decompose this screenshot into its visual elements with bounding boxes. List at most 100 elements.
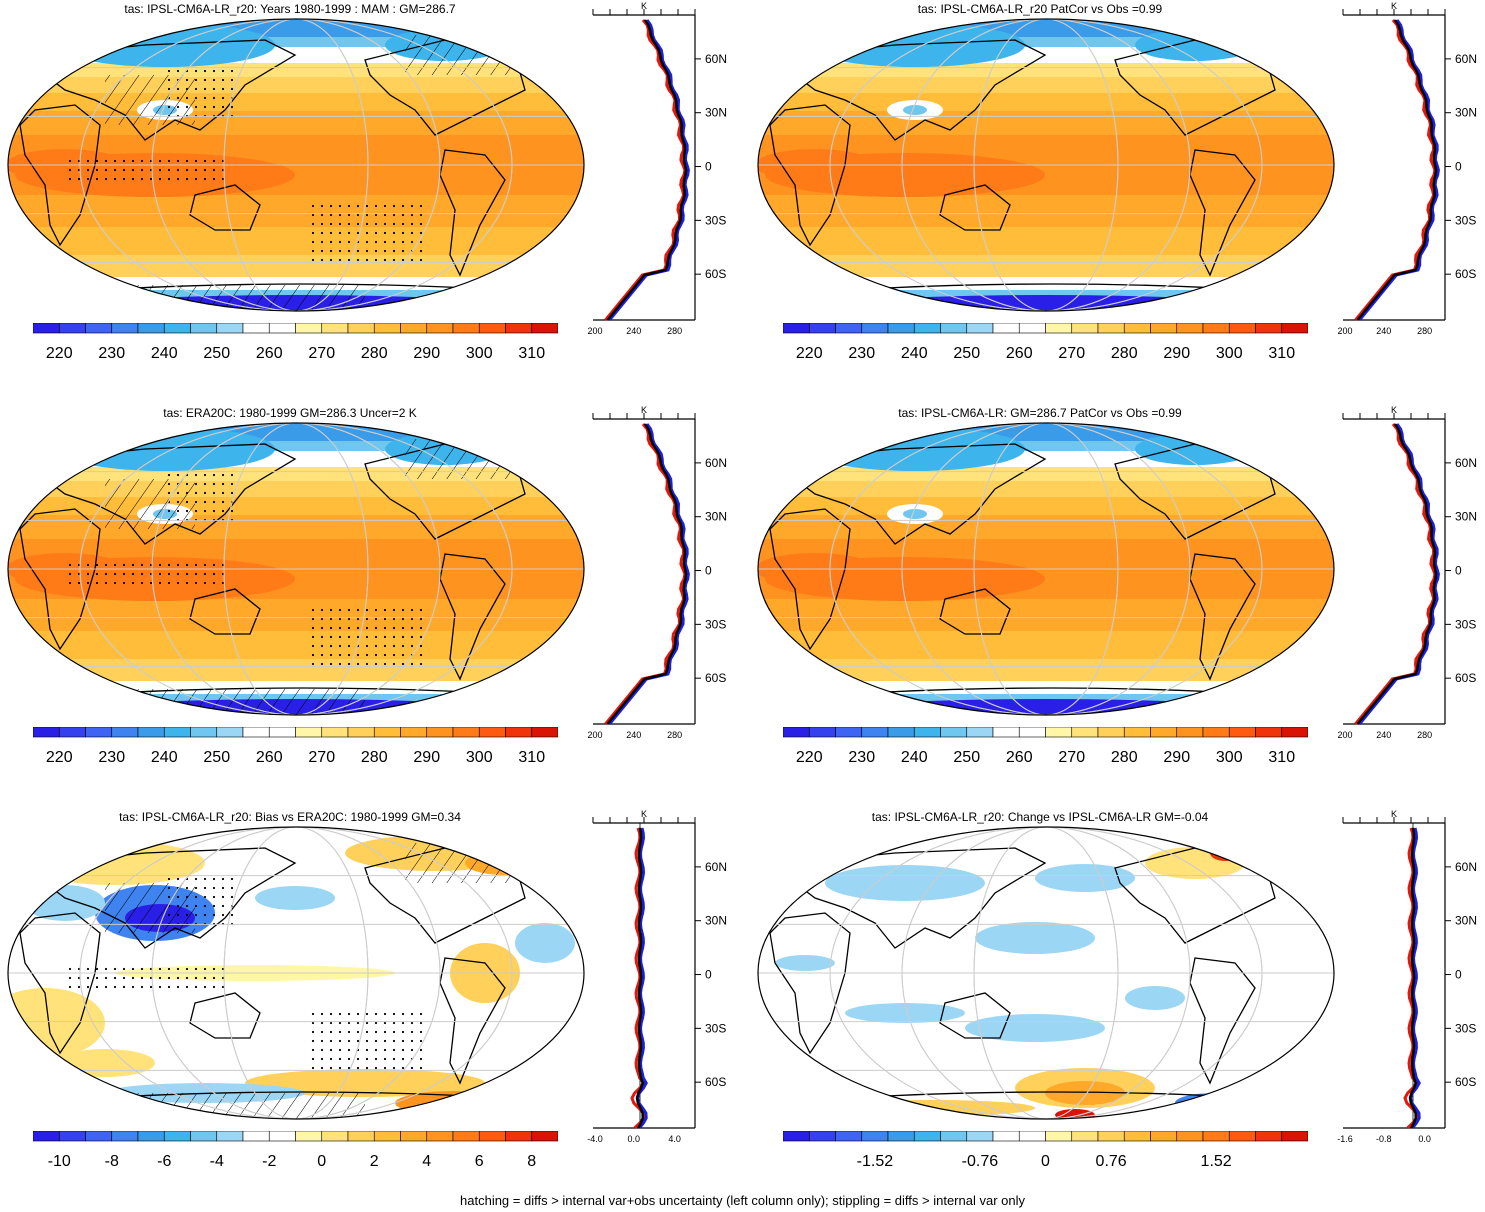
colorbar-tick-label: 260 [256,749,283,766]
colorbar-swatch [216,1131,244,1142]
colorbar-swatch [373,1131,401,1142]
colorbar-tick-label: 250 [953,345,980,362]
latitude-label: 60S [1455,267,1476,281]
colorbar-tick-label: 230 [848,345,875,362]
change-region [825,865,985,901]
colorbar-swatch [861,1131,889,1142]
colorbar-swatch [783,1131,810,1142]
colorbar-tick-label: 290 [413,345,440,362]
colorbar-swatch [347,1131,375,1142]
units-label: K [1391,405,1397,415]
colorbar-tick-label: 290 [1163,345,1190,362]
colorbar-swatch [85,323,113,334]
temperature-band [8,515,584,539]
latitude-label: 60S [705,1075,726,1089]
colorbar-tick-label: 260 [1006,749,1033,766]
x-tick-label: 240 [1376,326,1391,336]
temperature-band [758,467,1334,481]
colorbar-tick-label: 300 [1216,345,1243,362]
colorbar-swatch [111,323,139,334]
latitude-label: 30N [1455,510,1477,524]
colorbar-swatch [1018,727,1046,738]
colorbar-swatch [111,727,139,738]
colorbar-swatch [1045,727,1073,738]
coastline [439,149,506,277]
colorbar-swatch [913,1131,941,1142]
colorbar-swatch [1123,1131,1151,1142]
temperature-band [8,255,584,277]
footer-note: hatching = diffs > internal var+obs unce… [460,1193,1025,1208]
change-region [965,1014,1105,1042]
stippling-area [305,205,425,265]
colorbar-swatch [1045,1131,1073,1142]
temperature-band [8,481,584,497]
zonal-mean-profile: K 60N 30N 0 30S 60S -4.0 0.0 4.0 [587,809,727,1144]
colorbar-swatch [400,323,428,334]
colorbar-tick-label: 240 [151,345,178,362]
zonal-mean-curve [635,827,648,1129]
world-map [757,422,1335,716]
colorbar-swatch [452,727,480,738]
x-tick-label: 280 [1417,730,1432,740]
colorbar-swatch [85,1131,113,1142]
x-tick-label: 4.0 [668,1134,681,1144]
colorbar-swatch [808,727,836,738]
zonal-mean-profile: K 60N 30N 0 30S 60S 200 240 280 [1337,1,1477,336]
colorbar-swatch [1281,727,1308,738]
temperature-band [758,694,1334,703]
latitude-label: 60N [705,456,727,470]
coastline [939,992,1011,1039]
colorbar-swatch [268,727,296,738]
colorbar-swatch [1176,1131,1204,1142]
temperature-band [758,290,1334,299]
units-label: K [1391,809,1397,819]
latitude-label: 30N [1455,914,1477,928]
colorbar-swatch [1018,323,1046,334]
latitude-label: 30N [705,106,727,120]
temperature-band [758,19,1334,37]
colorbar-swatch [1097,1131,1125,1142]
temperature-band [8,111,584,135]
panel-ensemble: tas: IPSL-CM6A-LR: GM=286.7 PatCor vs Ob… [750,404,1485,808]
change-region [775,955,835,971]
colorbar-swatch [137,727,165,738]
change-region [1045,1081,1125,1105]
colorbar-tick-label: 280 [361,345,388,362]
coastline [939,588,1011,635]
temperature-band [8,19,584,37]
temperature-band [8,631,584,659]
colorbar-swatch [1281,1131,1308,1142]
latitude-label: 60S [705,671,726,685]
colorbar: 220230240250260270280290300310320 [33,727,558,766]
colorbar-swatch [940,1131,968,1142]
colorbar-swatch [216,323,244,334]
temperature-band [8,77,584,93]
colorbar-tick-label: 220 [46,749,73,766]
colorbar-tick-label: -8 [105,1153,119,1170]
units-label: K [641,1,647,11]
colorbar-tick-label: 0 [317,1153,326,1170]
colorbar-swatch [1255,1131,1283,1142]
colorbar-tick-label: 300 [1216,749,1243,766]
colorbar-tick-label: 270 [308,345,335,362]
x-tick-label: -0.8 [1376,1134,1392,1144]
colorbar-swatch [1281,323,1308,334]
colorbar-tick-label: -2 [262,1153,276,1170]
colorbar-swatch [373,323,401,334]
colorbar-swatch [295,323,323,334]
colorbar-swatch [190,1131,218,1142]
colorbar-swatch [1071,1131,1099,1142]
zonal-mean-curve [606,19,688,321]
colorbar-tick-label: 220 [796,749,823,766]
panel-bias: tas: IPSL-CM6A-LR_r20: Bias vs ERA20C: 1… [0,808,742,1212]
colorbar-swatch [321,727,349,738]
units-label: K [1391,1,1397,11]
change-region [1035,864,1135,892]
x-tick-label: 0.0 [1418,1134,1431,1144]
temperature-band [8,423,584,441]
coastline [1189,553,1256,681]
colorbar-tick-label: -6 [157,1153,171,1170]
x-tick-label: 200 [587,326,602,336]
colorbar-swatch [783,727,810,738]
coastline [189,992,261,1039]
